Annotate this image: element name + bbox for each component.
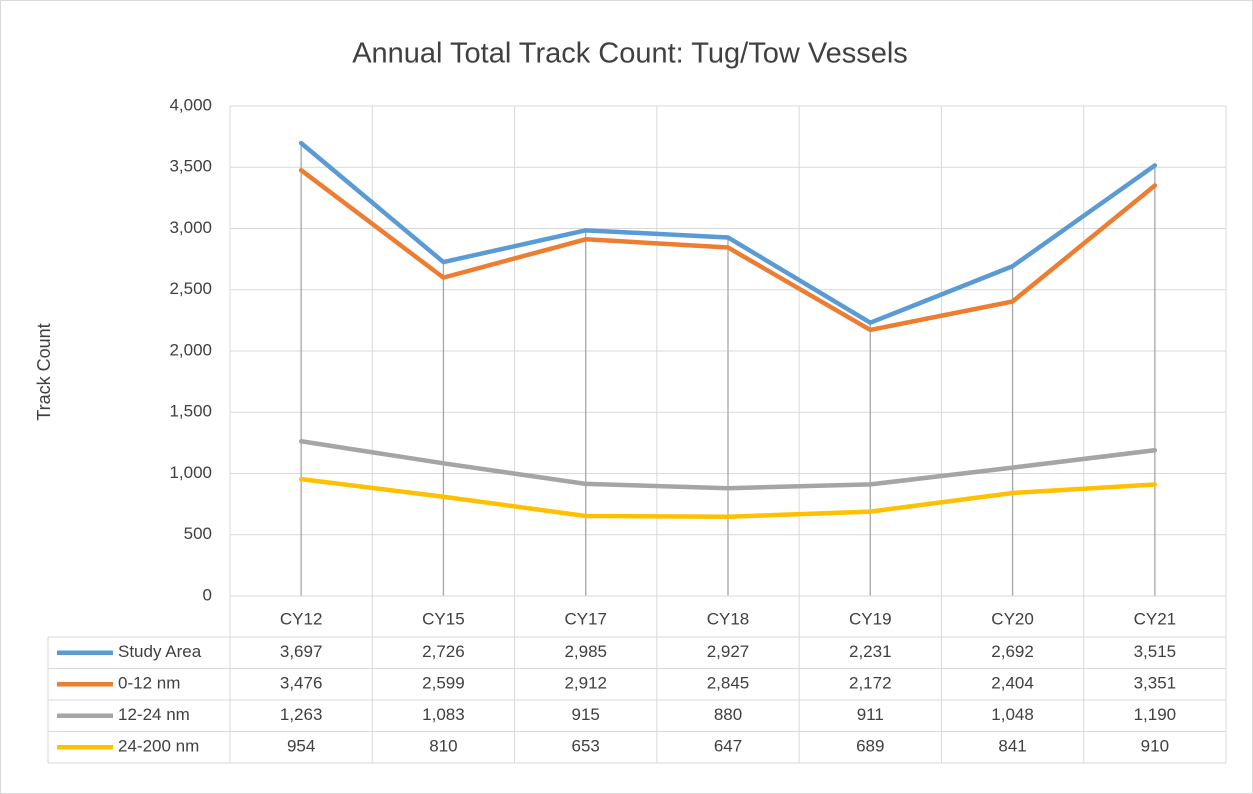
y-tick-label: 1,000 bbox=[169, 463, 212, 482]
table-value: 3,515 bbox=[1134, 642, 1177, 661]
y-tick-label: 3,000 bbox=[169, 218, 212, 237]
table-value: 3,697 bbox=[280, 642, 323, 661]
table-value: 647 bbox=[714, 737, 742, 756]
y-tick-label: 500 bbox=[184, 524, 212, 543]
x-tick-label: CY15 bbox=[422, 609, 465, 628]
legend-label: Study Area bbox=[118, 642, 202, 661]
table-value: 2,404 bbox=[991, 674, 1034, 693]
table-value: 1,263 bbox=[280, 705, 323, 724]
table-value: 1,083 bbox=[422, 705, 465, 724]
legend-label: 12-24 nm bbox=[118, 705, 190, 724]
table-value: 1,190 bbox=[1134, 705, 1177, 724]
table-value: 2,845 bbox=[707, 674, 750, 693]
y-tick-label: 4,000 bbox=[169, 95, 212, 114]
table-value: 2,172 bbox=[849, 674, 892, 693]
table-value: 911 bbox=[857, 705, 884, 724]
x-tick-label: CY21 bbox=[1134, 609, 1177, 628]
series-line bbox=[298, 439, 1158, 491]
table-value: 910 bbox=[1141, 737, 1169, 756]
chart-title: Annual Total Track Count: Tug/Tow Vessel… bbox=[352, 38, 908, 70]
series-line bbox=[298, 140, 1158, 325]
y-tick-label: 2,500 bbox=[169, 279, 212, 298]
table-value: 1,048 bbox=[991, 705, 1034, 724]
table-value: 880 bbox=[714, 705, 742, 724]
table-value: 3,476 bbox=[280, 674, 323, 693]
y-tick-label: 2,000 bbox=[169, 340, 212, 359]
legend-label: 24-200 nm bbox=[118, 737, 199, 756]
y-axis-title: Track Count bbox=[34, 323, 54, 420]
x-tick-label: CY19 bbox=[849, 609, 892, 628]
table-value: 2,599 bbox=[422, 674, 465, 693]
y-tick-label: 3,500 bbox=[169, 157, 212, 176]
x-tick-label: CY17 bbox=[564, 609, 607, 628]
table-value: 954 bbox=[287, 737, 315, 756]
table-value: 2,726 bbox=[422, 642, 465, 661]
legend-label: 0-12 nm bbox=[118, 674, 180, 693]
table-value: 3,351 bbox=[1134, 674, 1177, 693]
table-value: 2,912 bbox=[564, 674, 607, 693]
series-line bbox=[298, 476, 1158, 519]
table-value: 915 bbox=[572, 705, 600, 724]
y-tick-label: 0 bbox=[203, 585, 212, 604]
x-tick-label: CY20 bbox=[991, 609, 1034, 628]
x-tick-label: CY12 bbox=[280, 609, 323, 628]
x-tick-label: CY18 bbox=[707, 609, 750, 628]
table-value: 2,985 bbox=[564, 642, 607, 661]
y-tick-label: 1,500 bbox=[169, 402, 212, 421]
table-value: 2,927 bbox=[707, 642, 750, 661]
series-line bbox=[298, 167, 1158, 333]
table-value: 841 bbox=[998, 737, 1026, 756]
table-value: 653 bbox=[572, 737, 600, 756]
table-value: 2,231 bbox=[849, 642, 892, 661]
table-value: 2,692 bbox=[991, 642, 1034, 661]
table-value: 689 bbox=[856, 737, 884, 756]
table-value: 810 bbox=[429, 737, 457, 756]
